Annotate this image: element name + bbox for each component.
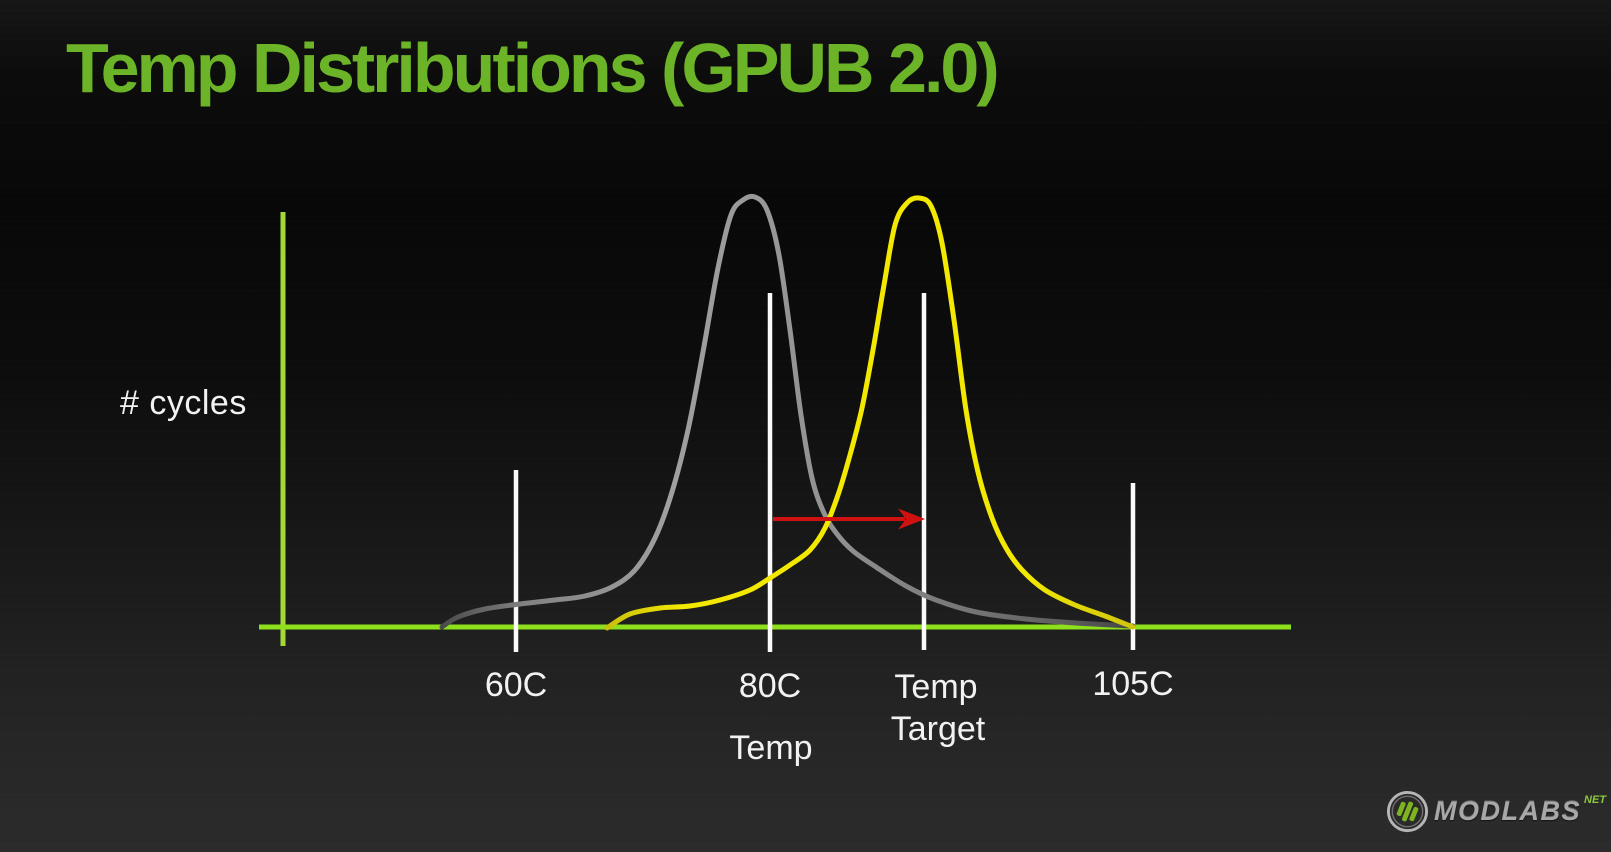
watermark-suffix: NET [1584, 794, 1606, 806]
yellow-distribution [604, 195, 1136, 631]
logo-stripes [1396, 801, 1419, 822]
watermark-text: MODLABS [1434, 796, 1581, 826]
watermark: MODLABS NET [1384, 788, 1606, 835]
tick-label-105c: 105C [1092, 665, 1173, 703]
tick-label-60c: 60C [485, 666, 547, 704]
logo-inner-ring [1391, 795, 1424, 828]
modlabs-logo-icon [1386, 790, 1429, 833]
slide-title: Temp Distributions (GPUB 2.0) [66, 29, 1000, 107]
gray-distribution [439, 193, 1136, 630]
y-axis-label: # cycles [120, 384, 247, 422]
tick-label-temp-target-2: Target [891, 710, 986, 748]
tick-label-80c: 80C [739, 667, 801, 705]
shift-arrow-head [898, 508, 925, 530]
x-axis-title: Temp [729, 729, 812, 767]
tick-label-temp-target-1: Temp [894, 668, 977, 706]
logo-outer-ring [1386, 790, 1429, 833]
